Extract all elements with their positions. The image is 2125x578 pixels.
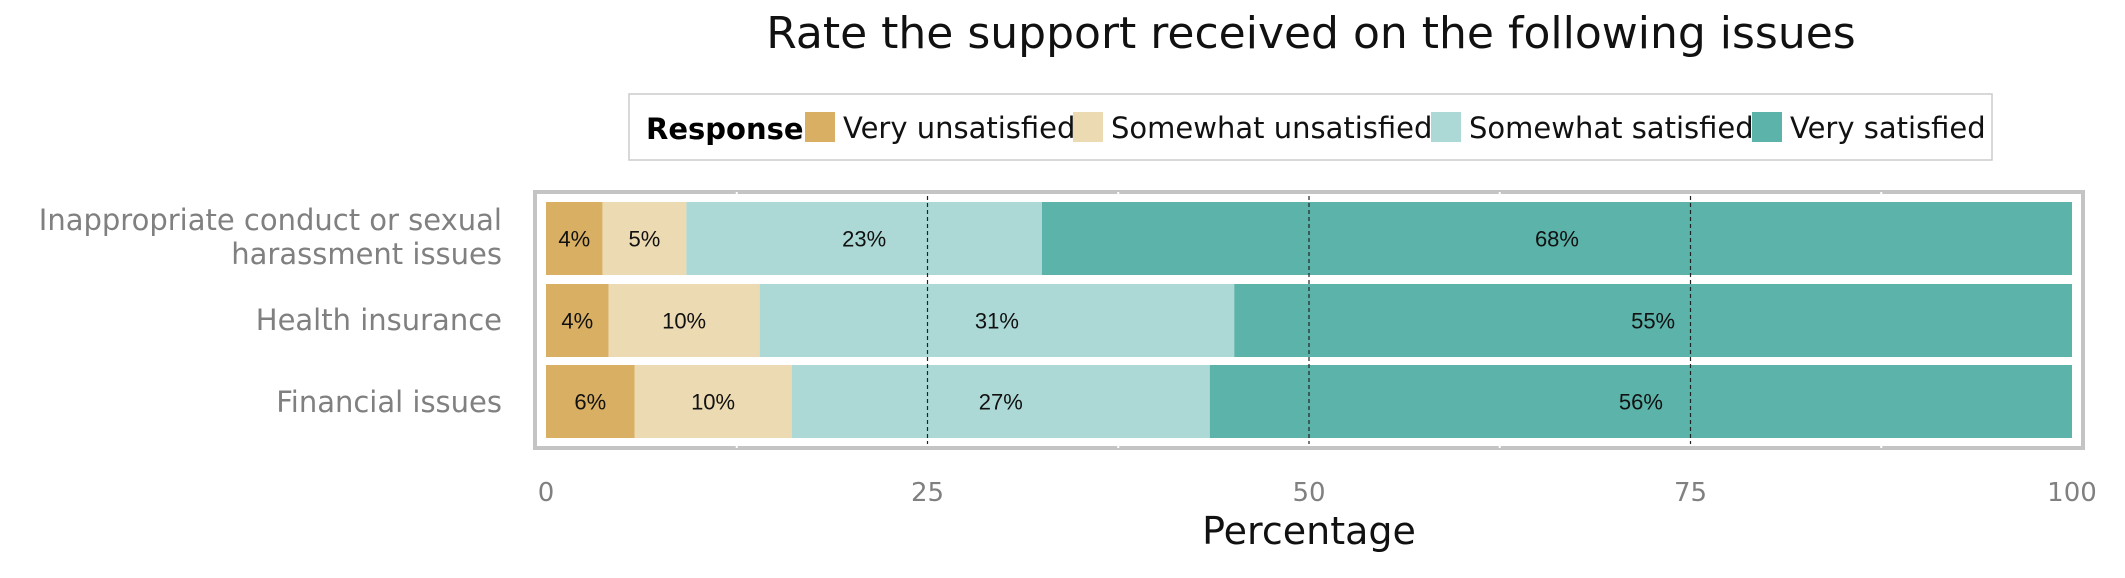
bar-segment (1234, 284, 2072, 357)
category-label: harassment issues (231, 237, 502, 271)
bar-segment (546, 365, 635, 438)
x-tick-label: 100 (2047, 478, 2097, 508)
legend-label-2: Somewhat unsatisfied (1111, 111, 1432, 145)
data-label: 56% (1619, 390, 1663, 415)
data-label: 31% (975, 309, 1019, 334)
plot-frame (533, 190, 2085, 450)
data-label: 68% (1535, 227, 1579, 252)
x-tick-label: 25 (911, 478, 944, 508)
legend-swatch-1 (805, 112, 835, 142)
legend-title: Response (646, 112, 804, 146)
bar-segment (602, 202, 687, 275)
data-label: 10% (691, 390, 735, 415)
bar-segment (608, 284, 760, 357)
x-tick-label: 75 (1674, 478, 1707, 508)
chart-title: Rate the support received on the followi… (766, 8, 1855, 59)
bar-segment (1209, 365, 2072, 438)
data-label: 5% (629, 227, 661, 252)
bar-segment (546, 284, 609, 357)
category-label: Health insurance (256, 303, 502, 337)
data-label: 6% (574, 390, 606, 415)
bar-segment (686, 202, 1042, 275)
x-axis-title: Percentage (1202, 509, 1416, 553)
bar-segment (634, 365, 792, 438)
legend-swatch-4 (1752, 112, 1782, 142)
data-label: 10% (662, 309, 706, 334)
bar-segment (791, 365, 1210, 438)
legend-label-3: Somewhat satisfied (1469, 111, 1754, 145)
legend-label-1: Very unsatisfied (843, 111, 1075, 145)
category-label: Financial issues (276, 385, 502, 419)
data-label: 4% (561, 309, 593, 334)
x-tick-label: 0 (538, 478, 555, 508)
data-label: 4% (558, 227, 590, 252)
bar-segment (546, 202, 603, 275)
legend-swatch-3 (1431, 112, 1461, 142)
data-label: 23% (842, 227, 886, 252)
legend-swatch-2 (1073, 112, 1103, 142)
data-label: 27% (979, 390, 1023, 415)
category-label: Inappropriate conduct or sexual (39, 203, 502, 237)
data-label: 55% (1631, 309, 1675, 334)
bar-segment (1041, 202, 2072, 275)
legend-label-4: Very satisfied (1790, 111, 1986, 145)
bar-segment (759, 284, 1235, 357)
x-tick-label: 50 (1292, 478, 1325, 508)
